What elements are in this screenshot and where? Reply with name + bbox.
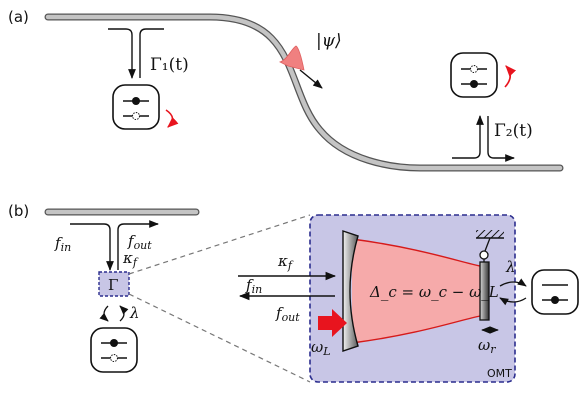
f-in-left-label: fin [54, 234, 71, 254]
omt-label: OMT [487, 367, 512, 380]
atom-a1 [112, 84, 160, 130]
lambda-right-label: λ [505, 258, 516, 276]
omega-l-label: ωL [311, 338, 331, 358]
kappa-right-label: κf [277, 252, 294, 272]
coupling-arrow-b [70, 220, 159, 271]
zoom-lines [128, 214, 311, 383]
gamma1-label: Γ₁(t) [150, 55, 189, 75]
f-out-right-label: fout [275, 304, 300, 324]
coupling-arrow-gamma2 [452, 115, 515, 162]
red-curved-arrow-a2 [504, 65, 517, 88]
detuning-equation: Δ_c = ω_c − ω_L [369, 283, 499, 301]
lambda-coupling-left [99, 305, 129, 322]
atom-a2 [450, 52, 498, 98]
gamma-box [98, 271, 130, 297]
atom-b [90, 327, 138, 373]
gamma-box-label: Γ [108, 276, 118, 294]
lambda-coupling-right [499, 278, 527, 306]
input-mirror [342, 230, 359, 352]
pulse-psi [278, 45, 323, 89]
omega-r-label: ωr [478, 336, 496, 356]
mirror-support [476, 230, 504, 262]
waveguide-a [44, 13, 564, 172]
io-arrows-right [238, 271, 337, 301]
f-in-right-label: fin [245, 276, 262, 296]
red-curved-arrow-a1 [165, 109, 179, 128]
coupling-arrow-gamma1 [108, 28, 164, 79]
panel-a-label: (a) [8, 8, 29, 26]
laser-drive-arrow [318, 309, 347, 337]
gamma2-label: Γ₂(t) [494, 121, 533, 141]
panel-b-label: (b) [8, 202, 29, 220]
cavity-field [352, 239, 480, 343]
lambda-left-label: λ [129, 304, 140, 322]
psi-label: |ψ⟩ [316, 31, 342, 51]
f-out-left-label: fout [127, 232, 152, 252]
kappa-left-label: κf [122, 249, 139, 269]
atom-right [531, 269, 579, 315]
